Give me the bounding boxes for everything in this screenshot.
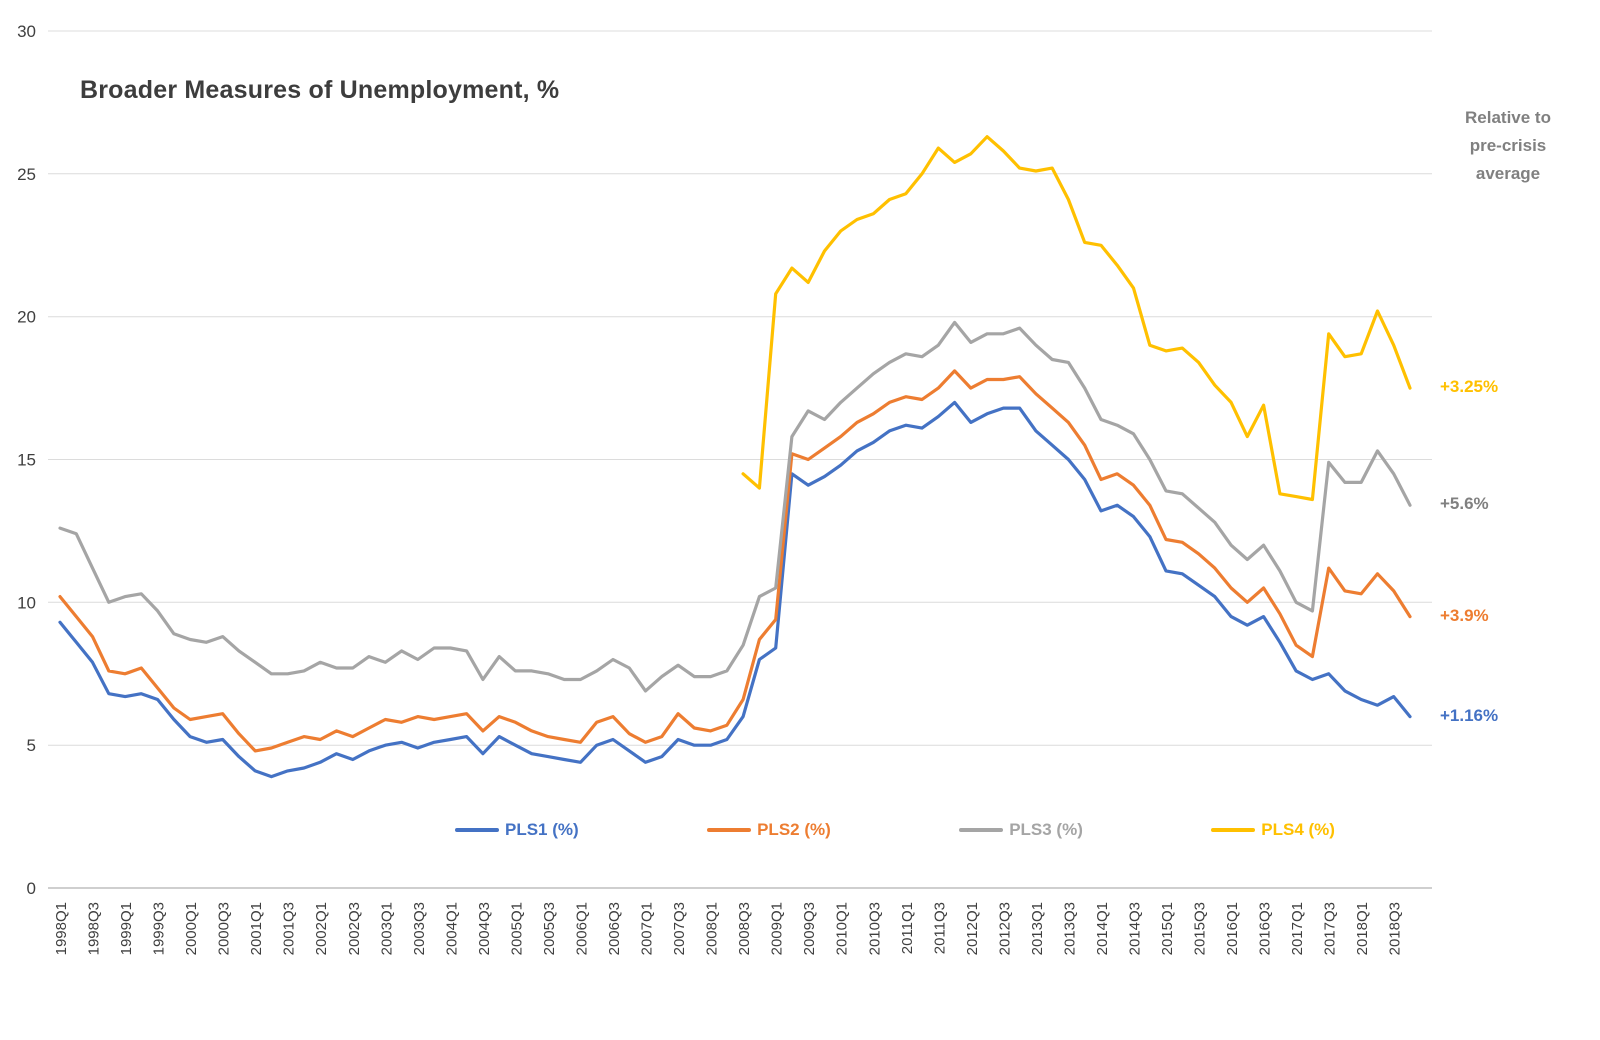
svg-text:2010Q3: 2010Q3 [866, 902, 883, 955]
svg-text:15: 15 [17, 451, 36, 470]
annotation-pls1: +1.16% [1440, 705, 1499, 725]
legend-label-pls4: PLS4 (%) [1261, 820, 1335, 839]
svg-text:1998Q3: 1998Q3 [86, 902, 103, 955]
svg-text:2009Q3: 2009Q3 [801, 902, 818, 955]
svg-text:2004Q1: 2004Q1 [443, 902, 460, 955]
svg-text:2001Q1: 2001Q1 [248, 902, 265, 955]
pls4-line-swatch-icon [1211, 828, 1256, 832]
right-note-line-3: average [1475, 164, 1541, 184]
svg-text:2011Q1: 2011Q1 [899, 902, 916, 954]
svg-text:5: 5 [27, 736, 36, 755]
y-axis-labels: 0 5 10 15 20 25 30 [17, 22, 36, 898]
legend-label-pls1: PLS1 (%) [505, 820, 579, 839]
svg-text:2003Q3: 2003Q3 [411, 902, 428, 955]
svg-text:2000Q1: 2000Q1 [183, 902, 200, 955]
svg-text:2011Q3: 2011Q3 [931, 902, 948, 954]
svg-text:2010Q1: 2010Q1 [834, 902, 851, 955]
svg-text:2014Q3: 2014Q3 [1127, 902, 1144, 955]
svg-text:2014Q1: 2014Q1 [1094, 902, 1111, 955]
svg-text:2017Q3: 2017Q3 [1322, 902, 1339, 955]
pls1-line-swatch-icon [455, 828, 499, 832]
svg-text:2002Q1: 2002Q1 [313, 902, 330, 955]
svg-text:1998Q1: 1998Q1 [53, 902, 70, 955]
svg-text:2008Q3: 2008Q3 [736, 902, 753, 955]
legend-label-pls3: PLS3 (%) [1009, 820, 1083, 839]
pls2-line-swatch-icon [707, 828, 752, 832]
svg-text:1999Q1: 1999Q1 [118, 902, 135, 955]
svg-text:10: 10 [17, 593, 36, 612]
svg-text:2015Q3: 2015Q3 [1192, 902, 1209, 955]
svg-text:2015Q1: 2015Q1 [1159, 902, 1176, 955]
svg-text:1999Q3: 1999Q3 [151, 902, 168, 955]
legend-item-pls1: PLS1 (%) [455, 820, 579, 840]
gridlines [48, 30, 1432, 889]
x-axis-labels: 1998Q1 1998Q3 1999Q1 1999Q3 2000Q1 2000Q3 2001… [53, 902, 1404, 955]
svg-text:30: 30 [17, 22, 36, 41]
svg-text:2005Q3: 2005Q3 [541, 902, 558, 955]
svg-text:2012Q1: 2012Q1 [964, 902, 981, 955]
svg-text:2013Q3: 2013Q3 [1061, 902, 1078, 955]
legend-item-pls2: PLS2 (%) [707, 820, 831, 840]
pls3-line-swatch-icon [959, 828, 1004, 832]
svg-text:2000Q3: 2000Q3 [216, 902, 233, 955]
legend-item-pls3: PLS3 (%) [959, 820, 1083, 840]
chart-legend: PLS1 (%) PLS2 (%) PLS3 (%) PLS4 (%) [455, 816, 1335, 844]
svg-text:2008Q1: 2008Q1 [704, 902, 721, 955]
svg-text:2012Q3: 2012Q3 [996, 902, 1013, 955]
annotation-pls2: +3.9% [1440, 605, 1489, 625]
svg-text:2018Q1: 2018Q1 [1354, 902, 1371, 955]
series-line-pls3 [58, 320, 1412, 693]
annotation-pls3: +5.6% [1440, 494, 1489, 514]
svg-text:2016Q3: 2016Q3 [1257, 902, 1274, 955]
svg-text:2017Q1: 2017Q1 [1289, 902, 1306, 955]
svg-text:2013Q1: 2013Q1 [1029, 902, 1046, 955]
svg-text:2002Q3: 2002Q3 [346, 902, 363, 955]
svg-text:2003Q1: 2003Q1 [378, 902, 395, 955]
series-line-pls4 [741, 135, 1412, 502]
right-note-line-2: pre-crisis [1469, 136, 1547, 156]
right-note-line-1: Relative to [1465, 108, 1551, 127]
svg-text:25: 25 [17, 165, 36, 184]
legend-item-pls4: PLS4 (%) [1211, 820, 1335, 840]
annotation-pls4: +3.25% [1440, 377, 1499, 397]
svg-text:2006Q3: 2006Q3 [606, 902, 623, 955]
series-line-pls1 [58, 400, 1412, 779]
svg-text:2009Q1: 2009Q1 [769, 902, 786, 955]
svg-text:2018Q3: 2018Q3 [1387, 902, 1404, 955]
right-axis-note: Relative to pre-crisis average [1428, 104, 1588, 188]
svg-text:2007Q3: 2007Q3 [671, 902, 688, 955]
svg-text:20: 20 [17, 308, 36, 327]
svg-text:0: 0 [27, 879, 36, 898]
svg-text:2016Q1: 2016Q1 [1224, 902, 1241, 955]
svg-text:2004Q3: 2004Q3 [476, 902, 493, 955]
svg-text:2005Q1: 2005Q1 [508, 902, 525, 955]
chart-title: Broader Measures of Unemployment, % [80, 76, 560, 104]
legend-label-pls2: PLS2 (%) [757, 820, 831, 839]
svg-text:2001Q3: 2001Q3 [281, 902, 298, 955]
svg-text:2007Q1: 2007Q1 [639, 902, 656, 955]
svg-text:2006Q1: 2006Q1 [574, 902, 591, 955]
series-line-pls2 [58, 369, 1412, 753]
